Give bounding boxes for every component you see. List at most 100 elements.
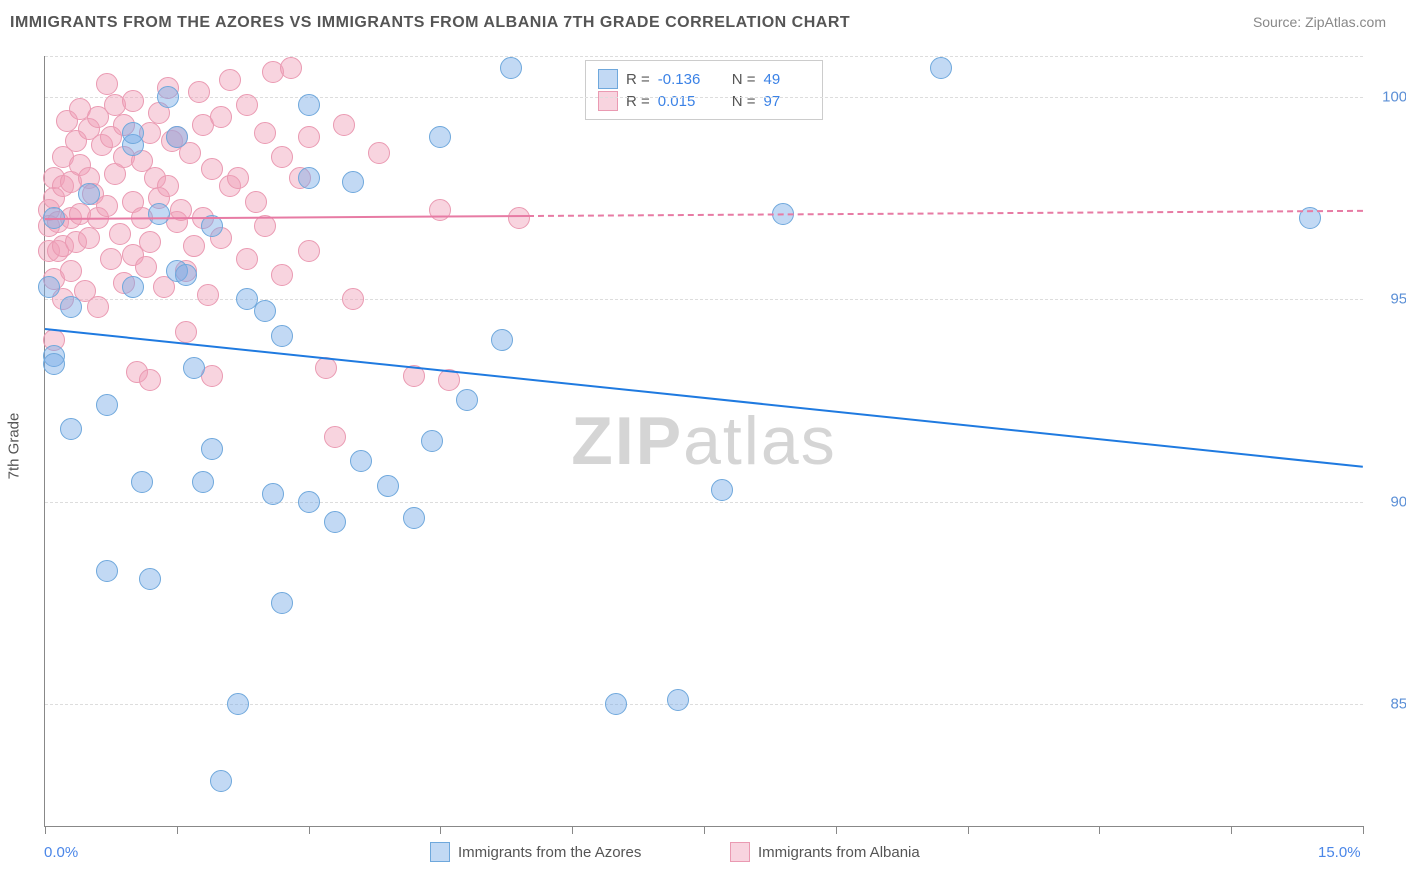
data-point xyxy=(236,94,258,116)
data-point xyxy=(157,86,179,108)
data-point xyxy=(109,223,131,245)
data-point xyxy=(157,175,179,197)
data-point xyxy=(280,57,302,79)
data-point xyxy=(491,329,513,351)
data-point xyxy=(271,592,293,614)
gridline xyxy=(45,502,1363,503)
data-point xyxy=(131,471,153,493)
data-point xyxy=(429,199,451,221)
data-point xyxy=(350,450,372,472)
watermark-light: atlas xyxy=(683,403,837,479)
data-point xyxy=(60,296,82,318)
data-point xyxy=(298,491,320,513)
data-point xyxy=(236,248,258,270)
scatter-plot-area: ZIPatlas R = -0.136 N = 49 R = 0.015 N =… xyxy=(44,56,1363,827)
data-point xyxy=(78,183,100,205)
legend-row-b: R = 0.015 N = 97 xyxy=(598,91,810,111)
data-point xyxy=(324,511,346,533)
y-tick-label: 85.0% xyxy=(1390,696,1406,713)
x-tick xyxy=(968,826,969,834)
n-value-a: 49 xyxy=(764,71,810,88)
data-point xyxy=(315,357,337,379)
x-axis-min-label: 0.0% xyxy=(44,844,78,861)
data-point xyxy=(500,57,522,79)
data-point xyxy=(87,296,109,318)
data-point xyxy=(711,479,733,501)
data-point xyxy=(342,171,364,193)
x-tick xyxy=(309,826,310,834)
x-tick xyxy=(1099,826,1100,834)
data-point xyxy=(342,288,364,310)
source-label: Source: ZipAtlas.com xyxy=(1253,14,1386,30)
x-tick xyxy=(440,826,441,834)
data-point xyxy=(368,142,390,164)
x-tick xyxy=(177,826,178,834)
data-point xyxy=(930,57,952,79)
data-point xyxy=(456,389,478,411)
data-point xyxy=(175,264,197,286)
x-tick xyxy=(1231,826,1232,834)
data-point xyxy=(78,227,100,249)
data-point xyxy=(60,418,82,440)
data-point xyxy=(254,300,276,322)
data-point xyxy=(219,69,241,91)
data-point xyxy=(227,167,249,189)
data-point xyxy=(227,693,249,715)
bottom-legend-a: Immigrants from the Azores xyxy=(430,842,641,862)
data-point xyxy=(38,276,60,298)
x-tick xyxy=(1363,826,1364,834)
data-point xyxy=(148,203,170,225)
source-value: ZipAtlas.com xyxy=(1305,14,1386,30)
r-label: R = xyxy=(626,71,650,88)
r-label: R = xyxy=(626,93,650,110)
n-value-b: 97 xyxy=(764,93,810,110)
data-point xyxy=(298,126,320,148)
data-point xyxy=(96,73,118,95)
correlation-legend: R = -0.136 N = 49 R = 0.015 N = 97 xyxy=(585,60,823,120)
x-tick xyxy=(704,826,705,834)
data-point xyxy=(508,207,530,229)
data-point xyxy=(324,426,346,448)
data-point xyxy=(192,471,214,493)
trend-line xyxy=(528,210,1363,217)
data-point xyxy=(96,394,118,416)
data-point xyxy=(271,146,293,168)
swatch-a-icon xyxy=(430,842,450,862)
data-point xyxy=(210,106,232,128)
data-point xyxy=(421,430,443,452)
legend-b-label: Immigrants from Albania xyxy=(758,844,920,861)
n-label: N = xyxy=(732,93,756,110)
data-point xyxy=(60,260,82,282)
data-point xyxy=(183,235,205,257)
data-point xyxy=(254,122,276,144)
data-point xyxy=(100,248,122,270)
data-point xyxy=(122,90,144,112)
y-axis-label: 7th Grade xyxy=(6,413,23,480)
y-tick-label: 95.0% xyxy=(1390,291,1406,308)
y-tick-label: 90.0% xyxy=(1390,493,1406,510)
swatch-b-icon xyxy=(730,842,750,862)
data-point xyxy=(377,475,399,497)
data-point xyxy=(271,325,293,347)
data-point xyxy=(139,369,161,391)
data-point xyxy=(188,81,210,103)
data-point xyxy=(298,240,320,262)
chart-title: IMMIGRANTS FROM THE AZORES VS IMMIGRANTS… xyxy=(10,14,850,32)
data-point xyxy=(201,158,223,180)
gridline xyxy=(45,56,1363,57)
trend-line xyxy=(45,215,528,220)
data-point xyxy=(139,568,161,590)
watermark-bold: ZIP xyxy=(571,403,683,479)
data-point xyxy=(122,122,144,144)
data-point xyxy=(298,167,320,189)
data-point xyxy=(429,126,451,148)
n-label: N = xyxy=(732,71,756,88)
watermark: ZIPatlas xyxy=(571,402,836,480)
source-prefix: Source: xyxy=(1253,14,1305,30)
x-axis-max-label: 15.0% xyxy=(1318,844,1361,861)
swatch-b xyxy=(598,91,618,111)
x-tick xyxy=(572,826,573,834)
data-point xyxy=(245,191,267,213)
trend-line xyxy=(45,328,1363,468)
y-tick-label: 100.0% xyxy=(1382,88,1406,105)
